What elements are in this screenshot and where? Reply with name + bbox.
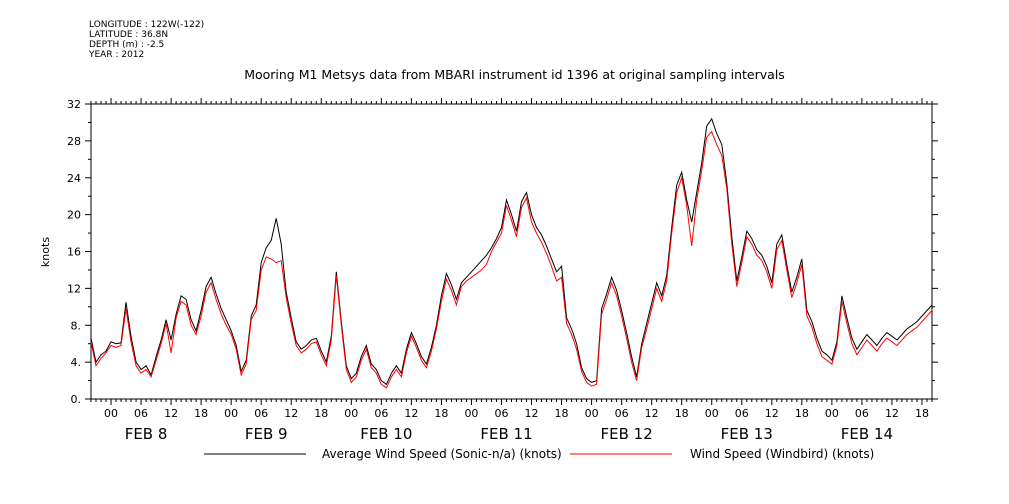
x-tick-label: 18 [915,407,929,420]
legend-label-windbird: Wind Speed (Windbird) (knots) [690,447,874,461]
x-tick-label: 12 [284,407,298,420]
x-tick-label: 00 [344,407,358,420]
y-tick-label: 12 [67,282,81,295]
x-tick-label: 00 [104,407,118,420]
y-tick-label: 8. [71,319,82,332]
series-line-windbird [90,130,933,389]
x-tick-label: 06 [254,407,268,420]
x-tick-label: 12 [164,407,178,420]
x-tick-label: 06 [374,407,388,420]
metadata-block: LONGITUDE : 122W(-122) LATITUDE : 36.8N … [89,20,204,60]
x-tick-label: 12 [404,407,418,420]
x-tick-label: 06 [855,407,869,420]
x-tick-label: 12 [765,407,779,420]
y-tick-label: 28 [67,135,81,148]
x-tick-label: 00 [705,407,719,420]
y-tick-label: 16 [67,246,81,259]
x-tick-label: 06 [615,407,629,420]
series-line-average-wind [90,117,933,386]
x-tick-label: 06 [494,407,508,420]
legend: Average Wind Speed (Sonic-n/a) (knots) W… [204,447,874,461]
chart-title: Mooring M1 Metsys data from MBARI instru… [244,67,785,82]
x-tick-label: 12 [525,407,539,420]
x-tick-label: 12 [885,407,899,420]
year-text: YEAR : 2012 [89,50,145,60]
x-tick-label: 12 [645,407,659,420]
series-group [90,117,933,389]
plot-frame [90,103,933,400]
x-tick-label: 00 [224,407,238,420]
x-axis: 00 06 12 18 00 06 12 18 00 06 12 18 00 06 12 18 00 06 12 18… [90,98,933,443]
x-day-label: FEB 8 [125,425,168,443]
legend-label-average-wind: Average Wind Speed (Sonic-n/a) (knots) [322,447,562,461]
x-tick-label: 18 [434,407,448,420]
x-tick-label: 18 [314,407,328,420]
x-tick-label: 18 [675,407,689,420]
x-tick-label: 00 [585,407,599,420]
y-tick-label: 0. [71,393,82,406]
x-tick-label: 00 [464,407,478,420]
y-axis-label: knots [39,237,52,267]
y-tick-label: 4. [71,356,82,369]
x-day-label: FEB 10 [360,425,412,443]
y-tick-label: 32 [67,98,81,111]
longitude-text: LONGITUDE : 122W(-122) [89,20,205,30]
y-tick-label: 24 [67,172,81,185]
latitude-text: LATITUDE : 36.8N [89,30,169,40]
depth-text: DEPTH (m) : -2.5 [89,40,165,50]
y-axis: 0. 4. 8. 12 16 20 24 28 32 [67,98,938,406]
x-day-label: FEB 11 [480,425,532,443]
x-tick-label: 18 [555,407,569,420]
x-day-label: FEB 14 [841,425,893,443]
x-day-label: FEB 9 [245,425,288,443]
x-day-label: FEB 13 [721,425,773,443]
x-tick-label: 00 [825,407,839,420]
x-day-label: FEB 12 [601,425,653,443]
x-tick-label: 18 [795,407,809,420]
x-tick-label: 06 [134,407,148,420]
y-tick-label: 20 [67,209,81,222]
x-tick-label: 06 [735,407,749,420]
x-tick-label: 18 [194,407,208,420]
